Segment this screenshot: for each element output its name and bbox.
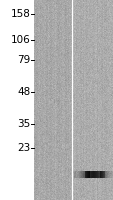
- Bar: [102, 170, 103, 178]
- Bar: [83, 170, 84, 178]
- Text: 106: 106: [11, 35, 31, 45]
- Bar: [90, 170, 91, 178]
- Bar: [96, 170, 97, 178]
- Bar: [97, 170, 98, 178]
- Bar: [109, 170, 110, 178]
- Bar: [86, 170, 87, 178]
- Text: 23: 23: [17, 143, 31, 153]
- Text: 35: 35: [17, 119, 31, 129]
- Bar: [93, 170, 94, 178]
- Bar: [107, 170, 108, 178]
- Bar: [98, 170, 99, 178]
- Bar: [91, 170, 92, 178]
- Text: 79: 79: [17, 55, 31, 65]
- Bar: [103, 170, 104, 178]
- Bar: [87, 170, 88, 178]
- Bar: [77, 170, 78, 178]
- Bar: [106, 170, 107, 178]
- Bar: [79, 170, 80, 178]
- Bar: [80, 170, 81, 178]
- Bar: [108, 170, 109, 178]
- Bar: [75, 170, 76, 178]
- Bar: [96, 170, 97, 178]
- Bar: [85, 170, 86, 178]
- Bar: [81, 170, 82, 178]
- Bar: [84, 170, 85, 178]
- Bar: [89, 170, 90, 178]
- Bar: [99, 170, 100, 178]
- Bar: [110, 170, 111, 178]
- Bar: [93, 170, 94, 178]
- Bar: [74, 170, 75, 178]
- Bar: [74, 170, 75, 178]
- Bar: [94, 170, 95, 178]
- Bar: [94, 170, 95, 178]
- Bar: [104, 170, 105, 178]
- Bar: [84, 170, 85, 178]
- Bar: [76, 170, 77, 178]
- Bar: [78, 170, 79, 178]
- Bar: [73, 170, 74, 178]
- Text: 48: 48: [17, 87, 31, 97]
- Bar: [76, 170, 77, 178]
- Bar: [105, 170, 106, 178]
- Bar: [82, 170, 83, 178]
- Bar: [82, 170, 83, 178]
- Bar: [85, 170, 86, 178]
- Bar: [101, 170, 102, 178]
- Bar: [104, 170, 105, 178]
- Bar: [102, 170, 103, 178]
- Text: 158: 158: [11, 9, 31, 19]
- Bar: [88, 170, 89, 178]
- Bar: [95, 170, 96, 178]
- Bar: [111, 170, 112, 178]
- Bar: [81, 170, 82, 178]
- Bar: [92, 170, 93, 178]
- Bar: [105, 170, 106, 178]
- Bar: [100, 170, 101, 178]
